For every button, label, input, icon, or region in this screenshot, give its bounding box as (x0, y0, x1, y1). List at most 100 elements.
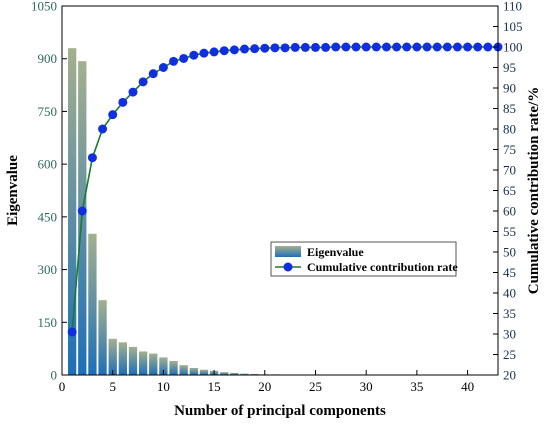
x-tick-label: 15 (208, 379, 221, 394)
cumulative-point (483, 42, 493, 52)
y-tick-label: 0 (51, 368, 58, 383)
y2-tick-label: 85 (503, 101, 516, 116)
cumulative-point (158, 63, 168, 72)
eigenvalue-bar (169, 360, 178, 375)
eigenvalue-bar (128, 346, 138, 375)
cumulative-point (402, 42, 412, 52)
x-tick-label: 40 (461, 379, 474, 394)
cumulative-point (300, 42, 310, 52)
eigenvalue-bars (67, 48, 493, 376)
eigenvalue-bar (230, 372, 239, 375)
cumulative-point (179, 53, 189, 63)
cumulative-point (67, 327, 77, 337)
cumulative-point (442, 42, 452, 52)
y2-tick-label: 60 (503, 204, 516, 219)
y-tick-label: 150 (38, 315, 58, 330)
x-tick-label: 20 (258, 379, 271, 394)
eigenvalue-bar (149, 353, 158, 375)
plot-frame (61, 5, 499, 376)
y2-tick-label: 105 (503, 19, 523, 34)
legend-marker (283, 262, 293, 272)
cumulative-point (321, 42, 331, 52)
y2-tick-label: 20 (503, 368, 516, 383)
x-tick-label: 35 (410, 379, 423, 394)
y2-tick-label: 45 (503, 265, 516, 280)
y2-tick-label: 70 (503, 163, 516, 178)
x-tick-label: 30 (360, 379, 373, 394)
eigenvalue-bar (108, 338, 117, 375)
cumulative-point (371, 42, 381, 52)
legend-bar-swatch (275, 246, 301, 257)
eigenvalue-bar (250, 373, 259, 375)
y2-tick-label: 95 (503, 60, 516, 75)
eigenvalue-bar (67, 48, 77, 376)
y2-tick-label: 90 (503, 81, 516, 96)
y2-axis-title: Cumulative contribution rate/% (526, 87, 542, 295)
legend-box (270, 241, 457, 277)
cumulative-point (351, 42, 361, 52)
legend-cumulative-label: Cumulative contribution rate (307, 260, 458, 274)
x-tick-label: 5 (109, 379, 116, 394)
cumulative-point (138, 77, 148, 87)
eigenvalue-bar (98, 300, 107, 375)
x-tick-label: 10 (157, 379, 170, 394)
cumulative-point (381, 42, 391, 52)
y-axis-title: Eigenvalue (5, 155, 21, 226)
y2-tick-label: 80 (503, 122, 516, 137)
x-tick-label: 25 (309, 379, 322, 394)
y2-tick-label: 40 (503, 286, 516, 301)
y2-tick-label: 75 (503, 142, 516, 157)
eigenvalue-bar (220, 372, 229, 375)
y2-tick-label: 30 (503, 327, 516, 342)
y2-tick-label: 35 (503, 306, 516, 321)
y2-tick-label: 55 (503, 224, 516, 239)
cumulative-point (250, 44, 260, 54)
x-axis-title: Number of principal components (174, 403, 386, 419)
x-tick-label: 0 (59, 379, 66, 394)
cumulative-point (199, 48, 209, 58)
y-tick-label: 750 (38, 104, 58, 119)
cumulative-point (280, 43, 290, 53)
cumulative-point (219, 46, 229, 56)
cumulative-point (128, 87, 138, 97)
eigenvalue-bar (179, 365, 188, 375)
cumulative-point (148, 69, 158, 79)
y2-tick-label: 110 (503, 0, 522, 14)
cumulative-point (87, 153, 97, 163)
y-tick-label: 600 (38, 157, 58, 172)
cumulative-point (463, 42, 473, 52)
cumulative-point (270, 43, 280, 53)
y-tick-label: 300 (38, 262, 58, 277)
cumulative-point (331, 42, 341, 52)
y2-tick-label: 50 (503, 245, 516, 260)
cumulative-point (108, 110, 118, 120)
cumulative-point (392, 42, 402, 52)
eigenvalue-bar (189, 367, 198, 375)
cumulative-point (209, 47, 219, 57)
legend-eigenvalue-label: Eigenvalue (307, 245, 364, 259)
y2-tick-label: 100 (503, 40, 523, 55)
eigenvalue-bar (88, 233, 97, 375)
legend: Eigenvalue Cumulative contribution rate (270, 241, 458, 277)
y-tick-label: 900 (38, 51, 58, 66)
eigenvalue-bar (118, 342, 127, 375)
cumulative-point (341, 42, 351, 52)
eigenvalue-bar (159, 357, 168, 375)
eigenvalue-bar (199, 369, 209, 375)
y2-tick-label: 65 (503, 183, 516, 198)
eigenvalue-bar (240, 373, 249, 375)
cumulative-point (452, 42, 462, 52)
cumulative-line-layer (67, 42, 503, 337)
cumulative-point (77, 206, 87, 216)
cumulative-point (260, 43, 270, 53)
cumulative-point (473, 42, 483, 52)
cumulative-point (189, 50, 199, 60)
y-tick-label: 450 (38, 209, 58, 224)
cumulative-point (169, 56, 179, 66)
axes: 0 5 10 15 20 25 30 35 40 0 150 300 450 600 750 900 1050 2… (31, 0, 523, 394)
y2-tick-label: 25 (503, 347, 516, 362)
cumulative-point (412, 42, 422, 52)
cumulative-point (229, 45, 239, 55)
cumulative-point (310, 42, 320, 52)
